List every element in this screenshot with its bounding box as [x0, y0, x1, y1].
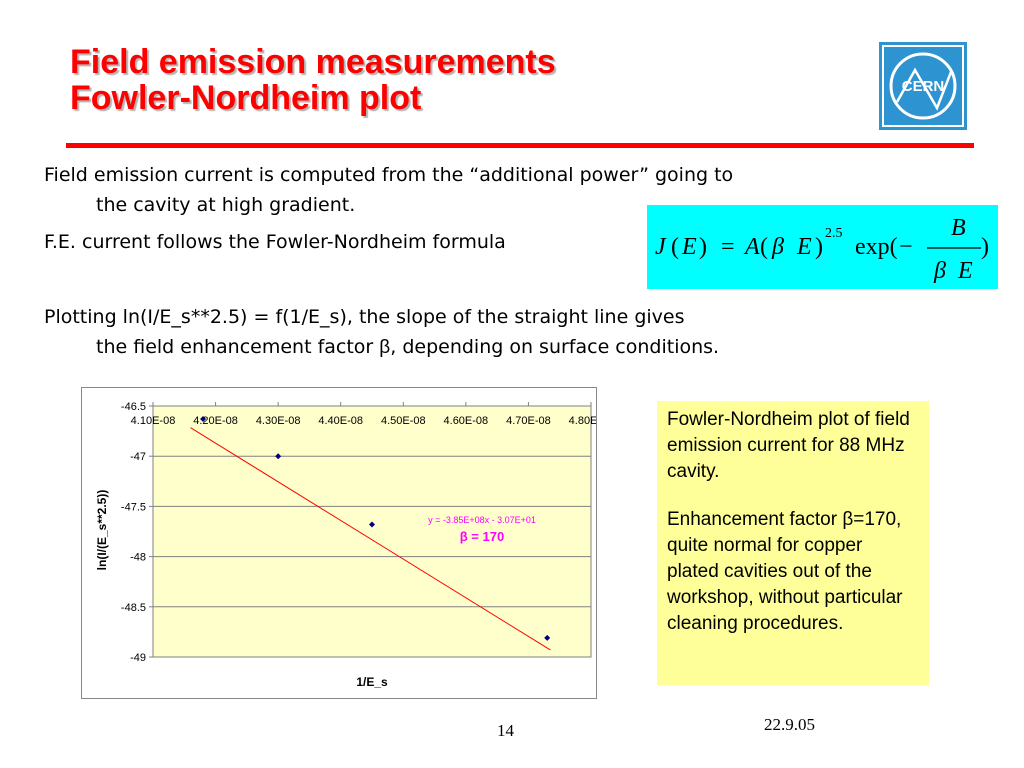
bullet-3-text-b: , depending on surface conditions. [390, 336, 720, 358]
x-axis-label: 1/E_s [356, 675, 388, 689]
title-line-1: Field emission measurements [70, 43, 556, 81]
x-tick-label: 4.50E-08 [381, 415, 426, 427]
bullet-2-text: F.E. current follows the Fowler-Nordheim… [44, 231, 506, 253]
title-divider [66, 143, 974, 148]
formula-E-3: E [957, 258, 973, 284]
page-number: 14 [497, 721, 514, 740]
x-tick-label: 4.30E-08 [256, 415, 301, 427]
bullet-1-line-1: Field emission current is computed from … [44, 164, 734, 186]
y-tick-label: -48.5 [121, 602, 146, 614]
bullet-1-line-2: the cavity at high gradient. [96, 194, 356, 216]
plot-area [152, 405, 592, 658]
data-point [275, 453, 282, 460]
formula-rparen-2: ) [815, 234, 823, 260]
y-tick-label: -47.5 [121, 501, 146, 513]
x-tick-label: 4.10E-08 [131, 415, 176, 427]
x-tick-label: 4.70E-08 [506, 415, 551, 427]
formula-exponent: 2.5 [825, 226, 843, 241]
formula-minus: − [899, 234, 913, 260]
y-tick-label: -49 [130, 652, 146, 664]
formula-E-2: E [796, 234, 812, 260]
bullet-fowler-nordheim: F.E. current follows the Fowler-Nordheim… [44, 227, 506, 257]
y-tick-label: -48 [130, 552, 146, 564]
slide-title: Field emission measurements Fowler-Nordh… [70, 44, 556, 116]
fowler-nordheim-chart: 4.10E-08 4.20E-08 4.30E-08 4.40E-08 4.50E-08… [81, 387, 613, 699]
data-point [200, 416, 207, 423]
note-paragraph-2: Enhancement factor β=170, quite normal f… [667, 509, 903, 634]
chart-canvas: 4.10E-08 4.20E-08 4.30E-08 4.40E-08 4.50E-08… [95, 401, 613, 689]
x-tick-label: 4.60E-08 [444, 415, 489, 427]
title-line-2: Fowler-Nordheim plot [70, 79, 422, 117]
formula-beta-1: β [771, 234, 784, 260]
formula-rparen-1: ) [699, 234, 707, 260]
slide-date: 22.9.05 [764, 715, 815, 734]
formula-exp: exp( [855, 234, 898, 260]
x-tick-label: 4.40E-08 [318, 415, 363, 427]
x-tick-label: 4.20E-08 [193, 415, 238, 427]
formula-E-1: E [681, 234, 697, 260]
data-point [369, 521, 375, 528]
cern-logo: CERN [879, 42, 967, 130]
beta-annotation: β = 170 [460, 529, 504, 544]
trendline [190, 427, 551, 651]
formula-B: B [951, 215, 966, 241]
formula-equals: = [721, 234, 735, 260]
formula-beta-2: β [933, 258, 946, 284]
chart-caption-note: Fowler-Nordheim plot of field emission c… [657, 401, 929, 685]
bullet-3-text-a: the field enhancement factor [96, 336, 380, 358]
fowler-nordheim-formula: J ( E ) = A ( β E ) exp( − B β E ) 2.5 [647, 205, 998, 289]
formula-rparen-3: ) [981, 234, 989, 260]
bullet-3-line-2: the field enhancement factor β, dependin… [44, 332, 719, 363]
y-tick-label: -47 [130, 451, 146, 463]
bullet-3-line-1: Plotting ln(I/E_s**2.5) = f(1/E_s), the … [44, 306, 685, 328]
y-tick-label: -46.5 [121, 401, 146, 413]
beta-symbol: β [379, 337, 391, 358]
bullet-plotting: Plotting ln(I/E_s**2.5) = f(1/E_s), the … [44, 302, 719, 363]
formula-lparen-2: ( [760, 234, 768, 260]
trendline-equation: y = -3.85E+08x - 3.07E+01 [428, 515, 536, 525]
y-axis-label: ln(I/(E_s**2.5)) [95, 490, 109, 571]
logo-text: CERN [902, 78, 945, 95]
bullet-field-emission: Field emission current is computed from … [44, 160, 733, 220]
formula-J: J [655, 234, 667, 260]
formula-A: A [743, 234, 760, 260]
data-point [544, 634, 551, 641]
formula-lparen-1: ( [671, 234, 679, 260]
x-tick-label: 4.80E-08 [569, 415, 596, 427]
note-paragraph-1: Fowler-Nordheim plot of field emission c… [667, 409, 910, 482]
